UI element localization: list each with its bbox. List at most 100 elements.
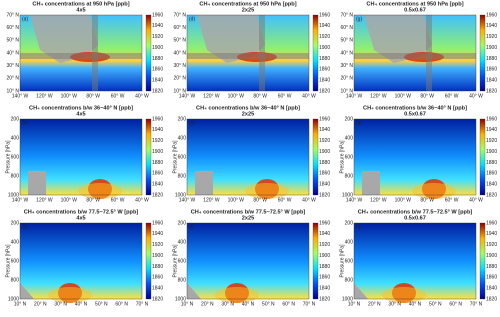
x-tick-label: 60° W bbox=[111, 93, 125, 99]
y-tick-label: 200 bbox=[178, 220, 187, 226]
terrain bbox=[20, 283, 34, 299]
colorbar-tick-label: 1900 bbox=[486, 45, 497, 51]
x-tick-label: 100° W bbox=[61, 197, 78, 203]
colorbar-tick-label: 1900 bbox=[319, 149, 330, 155]
x-tick-label: 100° W bbox=[395, 197, 412, 203]
colorbar-tick-label: 1880 bbox=[319, 160, 330, 166]
land bbox=[364, 15, 432, 63]
colorbar-tick-label: 1880 bbox=[319, 56, 330, 62]
colorbar-tick-label: 1940 bbox=[152, 23, 163, 29]
x-tick-label: 140° W bbox=[12, 93, 29, 99]
y-axis-label: Pressure [hPa] bbox=[172, 244, 178, 278]
colorbar-tick-label: 1960 bbox=[319, 220, 330, 226]
panel-subtitle: 0.5x0.67 bbox=[404, 111, 426, 117]
colorbar-tick-label: 1940 bbox=[319, 127, 330, 133]
land bbox=[30, 15, 98, 63]
y-axis-label: Pressure [hPa] bbox=[5, 140, 11, 174]
colorbar-tick-label: 1860 bbox=[486, 67, 497, 73]
heatmap bbox=[187, 223, 309, 299]
x-tick-label: 80° W bbox=[253, 93, 267, 99]
colorbar-tick-label: 1920 bbox=[152, 138, 163, 144]
colorbar-tick-label: 1820 bbox=[486, 88, 497, 94]
colorbar-tick-label: 1860 bbox=[486, 275, 497, 281]
x-tick-label: 140° W bbox=[179, 93, 196, 99]
x-tick-label: 140° W bbox=[346, 93, 363, 99]
y-tick-label: 10° N bbox=[173, 88, 186, 94]
colorbar-tick-label: 1940 bbox=[486, 127, 497, 133]
y-tick-label: 20° N bbox=[6, 76, 19, 82]
panel-label: (f) bbox=[189, 224, 194, 230]
y-tick-label: 50° N bbox=[173, 38, 186, 44]
terrain bbox=[28, 171, 46, 195]
panel-title: CH₄ concentrations b/w 77.5~72.5° W [ppb… bbox=[358, 209, 473, 215]
colorbar-tick-label: 1880 bbox=[486, 264, 497, 270]
colorbar-tick-label: 1840 bbox=[152, 285, 163, 291]
y-tick-label: 400 bbox=[345, 135, 354, 141]
colorbar-tick-label: 1940 bbox=[152, 127, 163, 133]
colorbar bbox=[479, 118, 486, 196]
colorbar bbox=[145, 222, 152, 300]
y-tick-label: 40° N bbox=[173, 50, 186, 56]
panel-title: CH₄ concentrations at 950 hPa [ppb] bbox=[32, 1, 129, 7]
panel-title: CH₄ concentrations b/w 77.5~72.5° W [ppb… bbox=[191, 209, 306, 215]
colorbar-tick-label: 1920 bbox=[152, 34, 163, 40]
colorbar-tick-label: 1820 bbox=[319, 192, 330, 198]
x-tick-label: 10° N bbox=[14, 301, 27, 307]
x-tick-label: 70° N bbox=[136, 301, 149, 307]
x-tick-label: 20° N bbox=[34, 301, 47, 307]
panel-label: (g) bbox=[356, 16, 362, 22]
colorbar-tick-label: 1840 bbox=[319, 77, 330, 83]
y-tick-label: 20° N bbox=[173, 76, 186, 82]
colorbar-tick-label: 1900 bbox=[486, 149, 497, 155]
colorbar-tick-label: 1840 bbox=[152, 77, 163, 83]
panel-title: CH₄ concentrations b/w 36~40° N [ppb] bbox=[363, 105, 467, 111]
y-tick-label: 1000 bbox=[342, 296, 353, 302]
transect bbox=[259, 15, 265, 91]
x-tick-label: 120° W bbox=[36, 197, 53, 203]
panel-subtitle: 4x5 bbox=[76, 7, 85, 13]
colorbar-tick-label: 1820 bbox=[319, 88, 330, 94]
y-tick-label: 600 bbox=[11, 258, 20, 264]
plot-frame bbox=[353, 118, 477, 196]
y-tick-label: 600 bbox=[345, 154, 354, 160]
colorbar-tick-label: 1820 bbox=[152, 296, 163, 302]
y-tick-label: 20° N bbox=[340, 76, 353, 82]
colorbar bbox=[312, 118, 319, 196]
transect bbox=[92, 15, 98, 91]
x-tick-label: 60° W bbox=[278, 197, 292, 203]
plot-frame bbox=[186, 118, 310, 196]
panel-label: (a) bbox=[22, 16, 28, 22]
colorbar-tick-label: 1880 bbox=[152, 160, 163, 166]
x-tick-label: 30° N bbox=[221, 301, 234, 307]
x-tick-label: 40° N bbox=[409, 301, 422, 307]
colorbar-tick-label: 1840 bbox=[152, 181, 163, 187]
y-tick-label: 1000 bbox=[175, 296, 186, 302]
colorbar-tick-label: 1960 bbox=[486, 220, 497, 226]
x-tick-label: 40° W bbox=[469, 197, 483, 203]
y-tick-label: 40° N bbox=[340, 50, 353, 56]
plot-frame bbox=[19, 14, 143, 92]
y-tick-label: 200 bbox=[11, 220, 20, 226]
y-tick-label: 60° N bbox=[6, 25, 19, 31]
colorbar-tick-label: 1880 bbox=[486, 160, 497, 166]
y-tick-label: 1000 bbox=[175, 192, 186, 198]
x-tick-label: 60° N bbox=[282, 301, 295, 307]
colorbar-tick-label: 1920 bbox=[319, 138, 330, 144]
x-tick-label: 120° W bbox=[36, 93, 53, 99]
heatmap bbox=[354, 223, 476, 299]
colorbar-tick-label: 1860 bbox=[486, 171, 497, 177]
y-axis-label: Pressure [hPa] bbox=[339, 140, 345, 174]
x-tick-label: 80° W bbox=[253, 197, 267, 203]
transect bbox=[354, 53, 476, 59]
colorbar-tick-label: 1960 bbox=[319, 12, 330, 18]
colorbar-tick-label: 1920 bbox=[319, 34, 330, 40]
y-axis-label: Pressure [hPa] bbox=[5, 244, 11, 278]
plot-frame bbox=[19, 118, 143, 196]
y-tick-label: 600 bbox=[345, 258, 354, 264]
panel-label: (d) bbox=[189, 16, 195, 22]
colorbar-tick-label: 1920 bbox=[486, 242, 497, 248]
land bbox=[197, 15, 265, 63]
colorbar-tick-label: 1920 bbox=[486, 34, 497, 40]
x-tick-label: 40° W bbox=[469, 93, 483, 99]
panel-subtitle: 4x5 bbox=[76, 215, 85, 221]
